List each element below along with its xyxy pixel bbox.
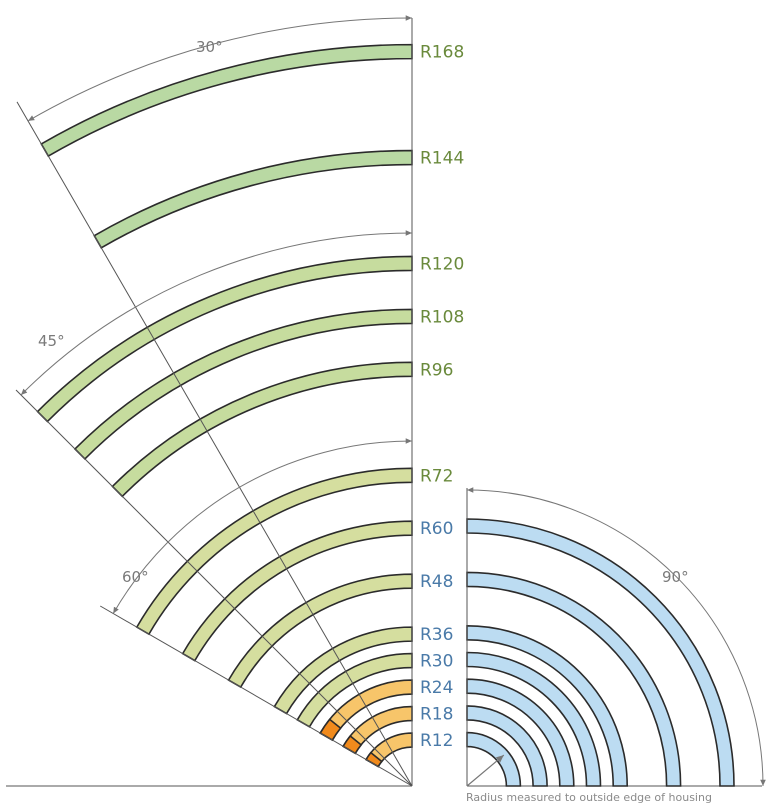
dim-arc-30	[27, 15, 413, 122]
radius-label-r30: R30	[420, 652, 453, 672]
dim-arc-60	[112, 438, 413, 614]
radius-label-r24: R24	[420, 678, 453, 698]
radius-label-r96: R96	[420, 360, 453, 380]
arc-right-r60	[466, 518, 735, 787]
radius-label-r168: R168	[420, 43, 464, 63]
arc-left-r120	[36, 255, 413, 423]
angle-label-60: 60°	[122, 568, 149, 586]
radius-arrow	[466, 754, 505, 787]
dim-arc-90	[466, 487, 766, 787]
arc-right-r36	[466, 624, 629, 787]
radius-label-r120: R120	[420, 254, 464, 274]
radius-label-r108: R108	[420, 307, 464, 327]
arc-right-r12	[466, 731, 522, 787]
arc-left-r168	[40, 43, 413, 158]
radius-label-r144: R144	[420, 149, 464, 169]
arc-left-r108	[73, 308, 413, 461]
radius-label-r60: R60	[420, 519, 453, 539]
radial-guide-60	[99, 605, 413, 787]
radius-label-r72: R72	[420, 466, 453, 486]
dim-arc-45	[20, 230, 413, 396]
radius-label-r12: R12	[420, 731, 453, 751]
radius-label-r36: R36	[420, 625, 453, 645]
angle-label-30: 30°	[196, 38, 223, 56]
radius-label-r48: R48	[420, 572, 453, 592]
arc-left-r72	[135, 467, 413, 636]
label-group: R168 R144 R120 R108 R96 R72 R60 R48 R36 R30 R24 R18…	[38, 38, 689, 751]
arc-left-r36	[273, 626, 413, 715]
angle-label-45: 45°	[38, 332, 65, 350]
housing-note: Radius measured to outside edge of housi…	[466, 791, 712, 804]
radial-guide-30	[16, 101, 413, 787]
right-arc-group	[466, 518, 735, 787]
angle-label-90: 90°	[662, 568, 689, 586]
arc-left-r144	[93, 149, 413, 249]
dimension-group	[15, 15, 766, 787]
radius-label-r18: R18	[420, 705, 453, 725]
left-arc-group	[36, 43, 413, 768]
